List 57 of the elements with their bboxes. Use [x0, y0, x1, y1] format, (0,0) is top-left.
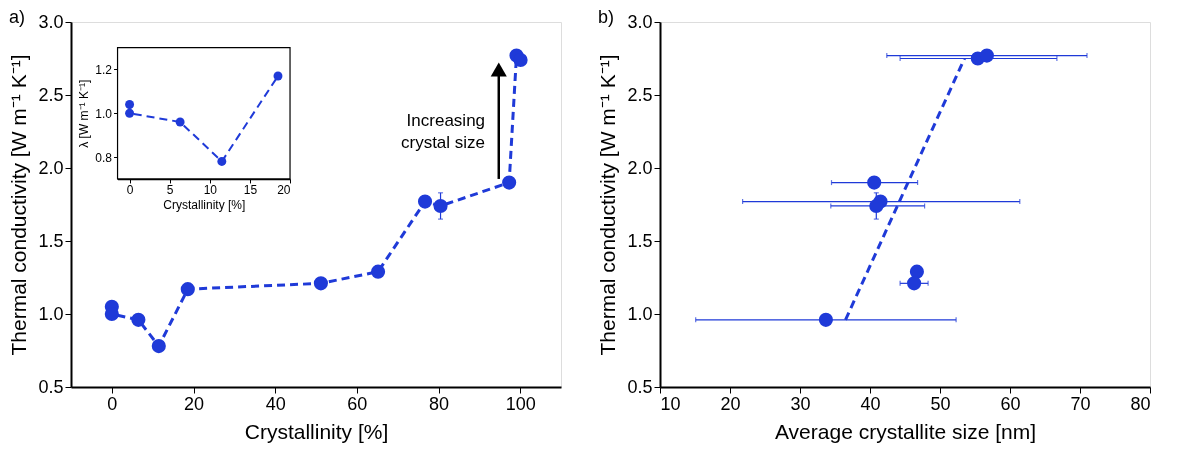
point: [175, 117, 185, 127]
y-tick-label: 2.5: [38, 84, 64, 105]
x-tick-label: 0: [107, 393, 118, 414]
x-tick-label: 80: [428, 393, 450, 414]
x-tick-label: 10: [203, 183, 218, 198]
point: [371, 264, 386, 279]
x-tick-label: 30: [790, 393, 811, 414]
y-tick-label: 0.8: [95, 150, 113, 165]
point: [273, 71, 283, 81]
point: [131, 312, 146, 327]
point: [125, 100, 135, 109]
point: [151, 339, 166, 354]
point: [417, 194, 433, 209]
x-tick-label: 15: [243, 183, 258, 198]
x-tick-label: 100: [505, 393, 536, 414]
annotation: Increasing crystal size: [400, 110, 486, 152]
y-tick-label: 0.5: [38, 376, 64, 397]
y-tick-label: 1.0: [627, 303, 653, 324]
y-tick-label: 0.5: [627, 376, 653, 397]
y-tick-label: 3.0: [627, 11, 653, 32]
x-tick-label: 60: [1000, 393, 1021, 414]
y-tick-label: 1.2: [95, 62, 113, 77]
x-tick-label: 50: [930, 393, 951, 414]
x-tick-label: 20: [183, 393, 205, 414]
y-tick-label: 2.0: [627, 157, 653, 178]
x-tick-label: 0: [126, 183, 134, 198]
y-tick-label: 2.0: [38, 157, 64, 178]
y-tick-label: 2.5: [627, 84, 653, 105]
chart-title: b): [597, 7, 614, 27]
x-tick-label: 5: [166, 183, 174, 198]
point: [125, 108, 135, 118]
point: [217, 156, 227, 166]
y-axis-title: Thermal conductivity [W m⁻¹ K⁻¹]: [596, 54, 620, 356]
x-tick-label: 20: [720, 393, 741, 414]
point: [313, 276, 328, 291]
y-tick-label: 1.5: [38, 230, 64, 251]
point: [502, 175, 517, 190]
y-axis-title: λ [W m⁻¹ K⁻¹]: [77, 79, 92, 148]
point: [433, 198, 448, 214]
x-axis-title: Crystallinity [%]: [163, 198, 246, 213]
y-tick-label: 1.0: [38, 303, 64, 324]
chart-title: a): [8, 7, 25, 27]
x-axis-title: Average crystallite size [nm]: [774, 419, 1037, 443]
y-tick-label: 3.0: [38, 11, 64, 32]
x-tick-label: 40: [265, 393, 286, 414]
x-tick-label: 60: [347, 393, 368, 414]
x-tick-label: 20: [277, 183, 291, 198]
y-tick-label: 1.5: [627, 230, 653, 251]
x-tick-label: 80: [1130, 393, 1151, 414]
x-tick-label: 70: [1070, 393, 1091, 414]
x-tick-label: 40: [860, 393, 881, 414]
point: [180, 282, 195, 297]
x-axis-title: Crystallinity [%]: [244, 419, 389, 443]
x-tick-label: 10: [660, 393, 681, 414]
y-tick-label: 1.0: [95, 106, 113, 121]
point: [513, 52, 528, 68]
y-axis-title: Thermal conductivity [W m⁻¹ K⁻¹]: [7, 54, 31, 356]
